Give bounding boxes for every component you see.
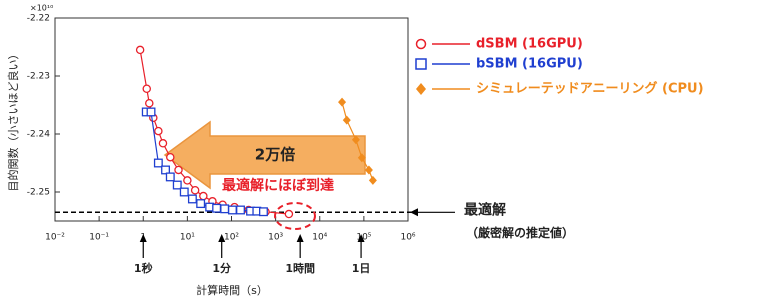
point: [364, 165, 373, 175]
point: [166, 152, 175, 162]
x-tick-label: 10²: [224, 233, 239, 243]
reached-label: 最適解にほぼ到達: [222, 177, 334, 194]
x-tick-label: 10⁻¹: [89, 233, 109, 243]
speedup-label: 2万倍: [255, 146, 295, 164]
point: [179, 187, 189, 197]
point: [161, 165, 170, 175]
speedup-arrow: [163, 120, 366, 190]
point: [196, 199, 206, 209]
time-mark-label: 1日: [352, 262, 371, 275]
y-multiplier: ×10¹⁰: [30, 4, 53, 13]
legend-label: bSBM (16GPU): [476, 57, 583, 72]
point: [236, 205, 245, 215]
point: [357, 153, 366, 163]
x-tick-label: 10¹: [180, 233, 195, 243]
point: [172, 180, 182, 190]
point: [145, 99, 154, 108]
point: [174, 165, 183, 175]
time-mark-label: 1時間: [285, 261, 315, 275]
legend-label: シミュレーテッドアニーリング (CPU): [476, 81, 704, 97]
x-tick-label: 10⁵: [356, 233, 371, 243]
optimum-sublabel: （厳密解の推定値）: [466, 225, 574, 240]
point: [212, 203, 222, 213]
time-mark-head: [296, 234, 304, 242]
point: [154, 126, 163, 136]
time-mark-head: [218, 234, 226, 242]
plot-area: [135, 45, 377, 219]
point: [165, 172, 175, 182]
reached-ellipse: [274, 202, 316, 230]
point: [135, 45, 145, 55]
point: [259, 207, 268, 217]
point: [342, 115, 351, 125]
y-tick-label: -2.25: [27, 188, 50, 198]
y-tick-label: -2.24: [27, 130, 51, 140]
layer: -2.22-2.23-2.24-2.2510⁻²10⁻¹110¹10²10³10…: [27, 14, 704, 276]
y-axis-label: 目的関数（小さいほど良い）: [6, 49, 20, 192]
y-tick-label: -2.22: [27, 14, 50, 24]
point: [338, 97, 347, 107]
point: [187, 194, 197, 204]
time-mark-label: 1分: [212, 261, 231, 275]
y-tick-label: -2.23: [27, 72, 50, 82]
time-mark-head: [139, 234, 147, 242]
point: [199, 191, 208, 201]
point: [183, 176, 192, 185]
x-tick-label: 10⁻²: [45, 233, 65, 243]
point: [351, 135, 360, 145]
x-tick-label: 10⁶: [400, 233, 415, 243]
x-axis-label: 計算時間（s）: [196, 283, 268, 297]
point: [284, 209, 294, 219]
legend-marker: [415, 58, 427, 70]
point: [158, 139, 168, 148]
point: [227, 205, 237, 215]
optimum-label: 最適解: [464, 201, 506, 218]
point: [142, 84, 151, 94]
legend-marker: [416, 83, 426, 95]
x-tick-label: 10³: [268, 233, 283, 243]
point: [153, 158, 163, 168]
point: [190, 186, 200, 195]
legend-label: dSBM (16GPU): [476, 37, 583, 52]
time-mark-head: [357, 234, 365, 242]
time-mark-label: 1秒: [134, 261, 153, 275]
legend-marker: [415, 38, 427, 50]
optimum-arrow-head: [410, 208, 418, 217]
x-tick-label: 10⁴: [312, 233, 327, 243]
point: [368, 175, 377, 185]
point: [146, 107, 156, 117]
point: [220, 204, 230, 214]
